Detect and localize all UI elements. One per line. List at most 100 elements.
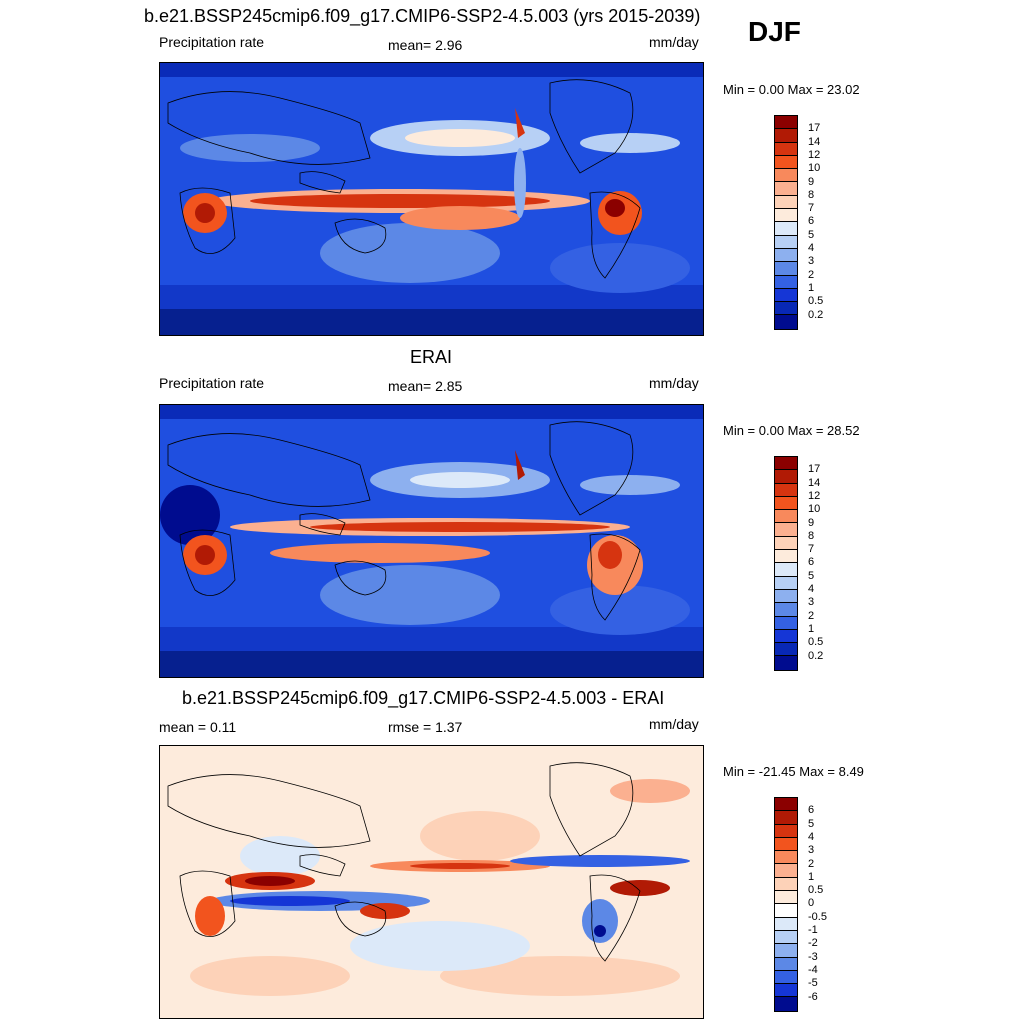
colorbar-tick-label: 6 [808,215,815,228]
colorbar-swatch [775,616,797,630]
units-label: mm/day [649,716,699,732]
colorbar-tick-label: 2 [808,857,815,870]
colorbar-tick-label: -2 [808,937,818,950]
colorbar-tick-label: 6 [808,804,815,817]
colorbar-tick-label: 5 [808,817,815,830]
colorbar [774,797,798,1012]
colorbar-swatch [775,944,797,958]
colorbar-tick-label: 5 [808,228,815,241]
colorbar-swatch [775,510,797,524]
colorbar-swatch [775,798,797,812]
colorbar-swatch [775,155,797,170]
colorbar-swatch [775,523,797,537]
colorbar-tick-label: 17 [808,122,821,135]
colorbar-tick-label: 8 [808,529,815,542]
colorbar-swatch [775,589,797,604]
colorbar-tick-label: 0.5 [808,636,824,649]
colorbar-tick-label: 0 [808,897,815,910]
colorbar-tick-label: 12 [808,489,821,502]
rmse-label: rmse = 1.37 [388,719,463,735]
mean-label: mean= 2.85 [388,378,463,394]
colorbar-swatch [775,930,797,945]
colorbar-tick-label: -1 [808,924,818,936]
colorbar-swatch [775,550,797,564]
colorbar-swatch [775,904,797,918]
difference-map [159,745,704,1019]
panel-title: b.e21.BSSP245cmip6.f09_g17.CMIP6-SSP2-4.… [182,688,665,708]
colorbar-tick-label: 10 [808,162,821,175]
colorbar-tick-label: 0.5 [808,884,824,897]
colorbar-swatch [775,470,797,484]
colorbar [774,456,798,671]
colorbar-swatch [775,643,797,657]
colorbar-tick-label: 3 [808,255,815,268]
colorbar-swatch [775,315,797,329]
colorbar-swatch [775,142,797,156]
colorbar-tick-label: 14 [808,476,821,489]
colorbar-swatch [775,811,797,825]
colorbar-tick-label: -0.5 [808,910,827,923]
colorbar-tick-label: -4 [808,963,818,976]
colorbar-swatch [775,576,797,590]
colorbar-tick-label: 1 [808,622,815,635]
colorbar-swatch [775,496,797,511]
colorbar-tick-label: 8 [808,188,815,201]
variable-label: Precipitation rate [159,34,265,50]
colorbar-swatch [775,195,797,210]
colorbar [774,115,798,330]
colorbar-tick-label: 3 [808,596,815,609]
colorbar-swatch [775,864,797,878]
variable-label: Precipitation rate [159,375,265,391]
colorbar-tick-label: 9 [808,175,815,188]
colorbar-swatch [775,984,797,998]
colorbar-swatch [775,262,797,276]
colorbar-tick-label: -6 [808,990,818,1003]
colorbar-tick-label: 12 [808,148,821,161]
colorbar-swatch [775,563,797,577]
colorbar-swatch [775,629,797,644]
panel-title: b.e21.BSSP245cmip6.f09_g17.CMIP6-SSP2-4.… [144,6,701,26]
colorbar-swatch [775,302,797,316]
colorbar-tick-label: 14 [808,135,821,148]
colorbar-tick-label: 9 [808,516,815,529]
colorbar-swatch [775,957,797,971]
season-label: DJF [748,16,801,47]
min-max-label: Min = 0.00 Max = 23.02 [723,82,860,97]
colorbar-swatch [775,222,797,236]
colorbar-tick-label: 0.2 [808,308,824,321]
colorbar-tick-label: -3 [808,950,818,963]
colorbar-swatch [775,656,797,670]
colorbar-tick-label: 4 [808,242,815,254]
colorbar-swatch [775,248,797,263]
colorbar-tick-label: 2 [808,609,815,622]
colorbar-tick-label: 1 [808,870,815,883]
precip-map [159,404,704,678]
colorbar-tick-label: 1 [808,281,815,294]
colorbar-tick-label: 4 [808,583,815,595]
colorbar-swatch [775,877,797,892]
colorbar-swatch [775,917,797,931]
colorbar-tick-label: 5 [808,569,815,582]
colorbar-swatch [775,116,797,130]
colorbar-swatch [775,970,797,985]
colorbar-swatch [775,997,797,1011]
colorbar-tick-label: 7 [808,202,815,215]
colorbar-swatch [775,169,797,183]
mean-label: mean = 0.11 [159,719,237,735]
colorbar-swatch [775,275,797,289]
colorbar-swatch [775,235,797,249]
colorbar-swatch [775,837,797,852]
colorbar-tick-label: 0.5 [808,295,824,308]
colorbar-tick-label: 17 [808,463,821,476]
colorbar-swatch [775,209,797,223]
units-label: mm/day [649,375,699,391]
colorbar-swatch [775,603,797,617]
min-max-label: Min = -21.45 Max = 8.49 [723,764,864,779]
colorbar-tick-label: 10 [808,503,821,516]
panel-title: ERAI [410,347,453,367]
colorbar-tick-label: 0.2 [808,649,824,662]
colorbar-tick-label: 3 [808,844,815,857]
colorbar-tick-label: 7 [808,543,815,556]
colorbar-swatch [775,288,797,303]
colorbar-swatch [775,483,797,497]
